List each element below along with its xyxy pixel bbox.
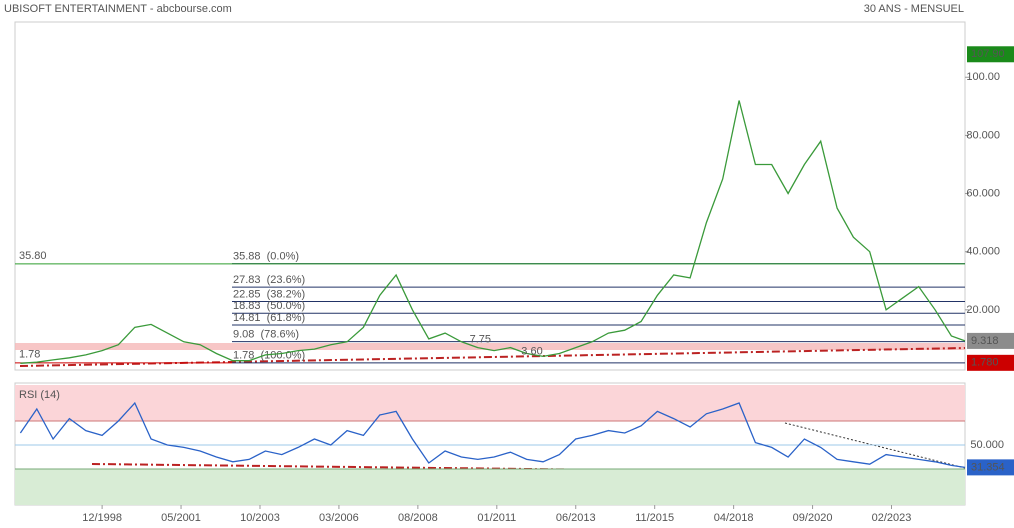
data-line xyxy=(19,401,966,469)
fib-label: 22.85 (38.2%) xyxy=(233,288,305,300)
rsi-title: RSI (14) xyxy=(19,389,60,401)
rsi-value-label: 31.354 xyxy=(971,461,1005,473)
x-tick-label: 04/2018 xyxy=(714,512,754,524)
x-tick-label: 06/2013 xyxy=(556,512,596,524)
level-label: 1.78 xyxy=(19,349,40,361)
fib-label: 14.81 (61.8%) xyxy=(233,312,305,324)
oversold-zone xyxy=(15,469,965,505)
x-tick-label: 11/2015 xyxy=(635,512,674,524)
y-tick-label: 100.00 xyxy=(966,71,1000,83)
data-line xyxy=(20,100,966,364)
annotation: 7.75 xyxy=(470,333,491,345)
fib-label: 27.83 (23.6%) xyxy=(233,274,305,286)
price-box-label: 1.780 xyxy=(971,357,999,369)
price-box-label: 9.318 xyxy=(971,335,999,347)
x-tick-label: 03/2006 xyxy=(319,512,359,524)
price-box xyxy=(967,46,1014,63)
fib-label: 35.88 (0.0%) xyxy=(233,251,299,263)
x-tick-label: 12/1998 xyxy=(82,512,122,524)
y-tick-label: 50.000 xyxy=(970,439,1004,451)
rsi-value-box xyxy=(967,459,1014,476)
y-tick-label: 80.000 xyxy=(966,129,1000,141)
x-tick-label: 10/2003 xyxy=(240,512,280,524)
y-tick-label: 60.000 xyxy=(966,187,1000,199)
trend-line xyxy=(19,347,966,367)
fib-label: 9.08 (78.6%) xyxy=(233,329,299,341)
fib-label: 18.83 (50.0%) xyxy=(233,300,305,312)
price-box xyxy=(967,332,1014,349)
annotation: 3.60 xyxy=(521,345,542,357)
price-frame xyxy=(14,21,966,371)
y-tick-label: 20.000 xyxy=(966,304,1000,316)
x-tick-label: 01/2011 xyxy=(477,512,516,524)
level-label: 35.80 xyxy=(19,250,47,262)
price-box xyxy=(967,354,1014,371)
price-box-label: 107.90 xyxy=(971,48,1005,60)
x-tick-label: 02/2023 xyxy=(872,512,912,524)
support-band xyxy=(15,343,965,350)
x-tick-label: 09/2020 xyxy=(793,512,833,524)
x-tick-label: 05/2001 xyxy=(161,512,201,524)
header-left: UBISOFT ENTERTAINMENT - abcbourse.com xyxy=(4,3,232,15)
x-tick-label: 08/2008 xyxy=(398,512,438,524)
header-right: 30 ANS - MENSUEL xyxy=(864,3,964,15)
overbought-zone xyxy=(15,385,965,421)
y-tick-label: 40.000 xyxy=(966,246,1000,258)
